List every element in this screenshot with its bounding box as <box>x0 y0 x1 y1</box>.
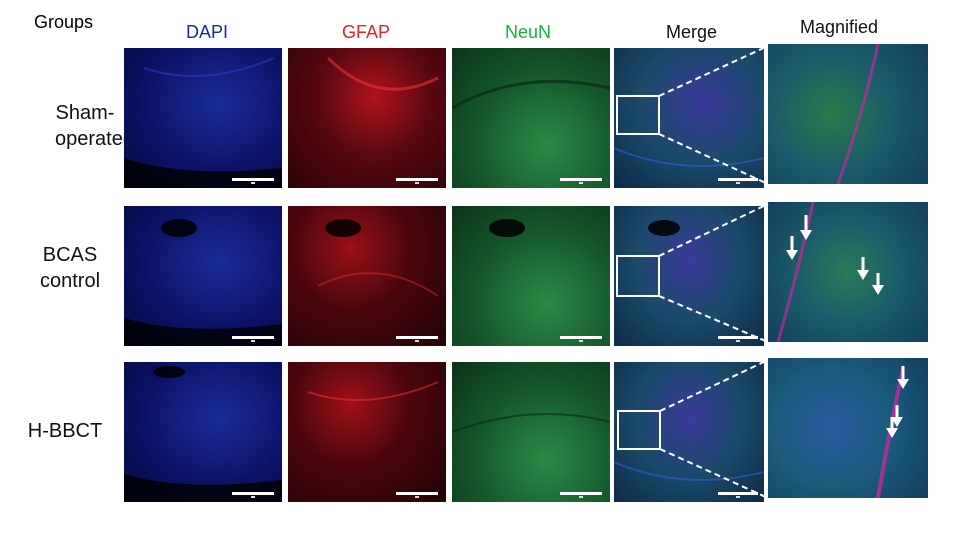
column-header-magnified: Magnified <box>800 17 879 37</box>
scale-bar <box>232 336 274 342</box>
column-header-dapi: DAPI <box>186 22 229 42</box>
neun-panel-sham <box>452 48 610 188</box>
scale-bar <box>232 492 274 498</box>
magnified-panel-bcas <box>768 202 928 342</box>
row-label-line1: Sham- <box>55 102 115 124</box>
magnified-panel-hbbct <box>768 358 928 498</box>
scale-bar <box>718 336 758 342</box>
scale-bar <box>396 492 438 498</box>
gfap-panel-sham <box>288 48 446 188</box>
scale-bar <box>718 492 758 498</box>
row-label-sham: Sham- operated <box>55 100 134 152</box>
groups-header: Groups <box>34 12 94 32</box>
neun-panel-hbbct <box>452 362 610 502</box>
row-label-line2: control <box>39 270 101 292</box>
magnified-panel-sham <box>768 44 928 184</box>
scale-bar <box>396 336 438 342</box>
column-header-neun: NeuN <box>505 22 552 42</box>
row-label-hbbct: H-BBCT <box>20 418 110 444</box>
row-label-line1: BCAS <box>42 244 98 266</box>
column-header-gfap: GFAP <box>342 22 391 42</box>
row-label-bcas: BCAS control <box>35 242 105 294</box>
gfap-panel-bcas <box>288 206 446 346</box>
merge-panel-sham <box>614 48 764 188</box>
row-label-line2: operated <box>55 128 134 150</box>
scale-bar <box>232 178 274 184</box>
scale-bar <box>560 178 602 184</box>
gfap-panel-hbbct <box>288 362 446 502</box>
scale-bar <box>718 178 758 184</box>
dapi-panel-hbbct <box>124 362 282 502</box>
dapi-panel-bcas <box>124 206 282 346</box>
scale-bar <box>560 492 602 498</box>
scale-bar <box>396 178 438 184</box>
neun-panel-bcas <box>452 206 610 346</box>
row-label-line1: H-BBCT <box>27 420 103 442</box>
merge-panel-bcas <box>614 206 764 346</box>
dapi-panel-sham <box>124 48 282 188</box>
column-header-merge: Merge <box>666 22 718 42</box>
scale-bar <box>560 336 602 342</box>
merge-panel-hbbct <box>614 362 764 502</box>
